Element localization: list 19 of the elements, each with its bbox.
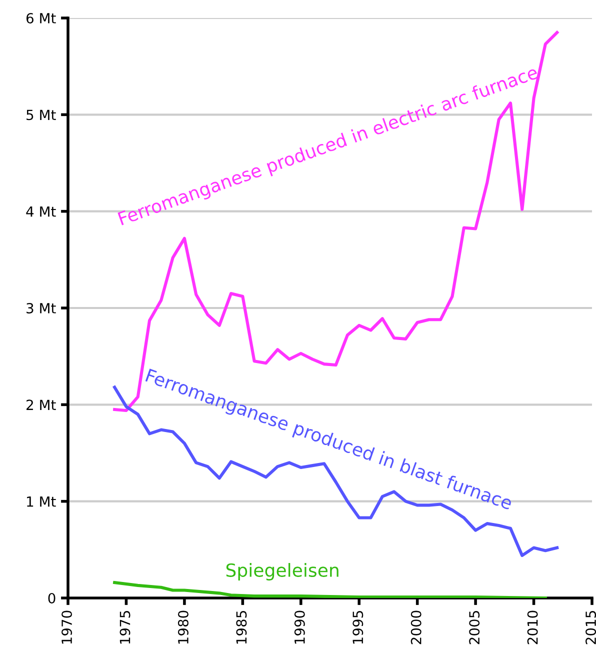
x-tick-label: 1970	[62, 610, 72, 644]
x-tick-label: 2010	[527, 610, 538, 644]
line-series	[113, 581, 547, 598]
y-tick-label: 3 Mt	[26, 302, 56, 314]
x-tick-label: 1990	[294, 610, 305, 644]
x-tick-label: 2015	[586, 611, 596, 644]
x-tick-label: 1975	[120, 611, 130, 644]
y-tick-label: 2 Mt	[26, 400, 56, 410]
y-tick-label: 1 Mt	[27, 496, 56, 507]
y-tick-label: 4 Mt	[26, 206, 56, 217]
y-tick-label: 6 Mt	[26, 12, 56, 24]
y-tick-label: 0	[48, 592, 56, 604]
x-tick-label: 1980	[178, 610, 188, 644]
x-tick-label: 2000	[410, 610, 422, 644]
series-label: Spiegeleisen	[226, 563, 338, 580]
y-tick-label: 5 Mt	[26, 110, 56, 120]
x-tick-label: 2005	[469, 611, 480, 644]
x-tick-label: 1985	[236, 611, 247, 644]
x-tick-label: 1995	[352, 611, 364, 644]
